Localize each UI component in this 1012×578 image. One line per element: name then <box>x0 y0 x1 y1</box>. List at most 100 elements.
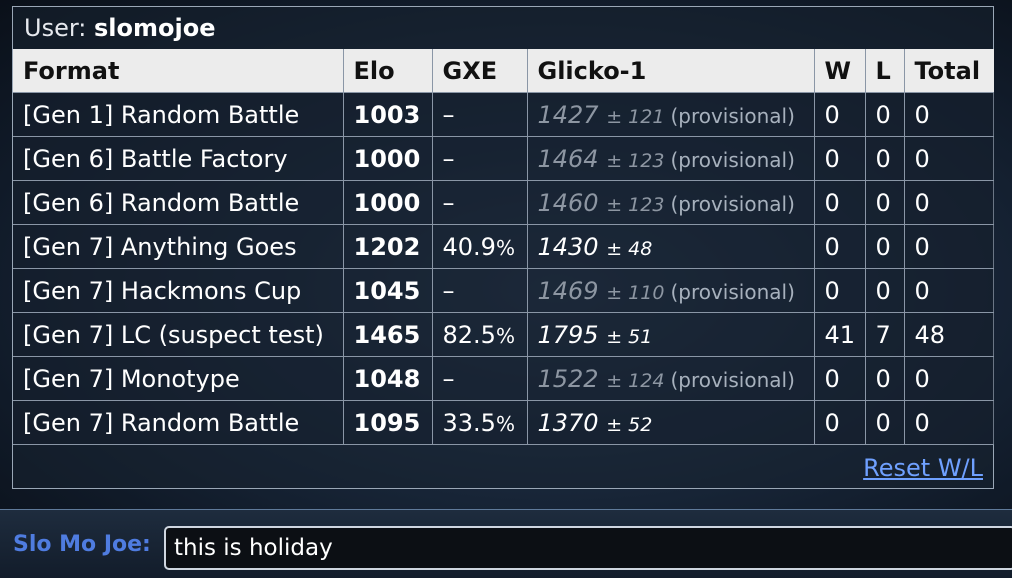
gxe-cell: 40.9% <box>431 224 528 269</box>
format-cell: [Gen 7] Hackmons Cup <box>13 268 344 313</box>
table-row: [Gen 6] Battle Factory 1000 – 1464 ± 123… <box>13 136 994 181</box>
ladder-panel: User: slomojoe Format Elo GXE Glicko-1 W… <box>12 6 994 489</box>
chat-username: Slo Mo Joe: <box>13 532 151 557</box>
wins-cell: 0 <box>813 224 866 269</box>
gxe-percent: % <box>495 235 515 260</box>
total-cell: 0 <box>903 92 994 137</box>
losses-cell: 0 <box>864 92 905 137</box>
losses-cell: 7 <box>864 312 905 357</box>
provisional-label: (provisional) <box>670 367 795 392</box>
total-cell: 0 <box>903 136 994 181</box>
glicko-rating: 1370 <box>537 408 599 437</box>
table-row: [Gen 1] Random Battle 1003 – 1427 ± 121(… <box>13 92 994 137</box>
gxe-value: 40.9 <box>442 232 496 261</box>
gxe-cell: – <box>431 136 528 181</box>
provisional-label: (provisional) <box>670 147 795 172</box>
gxe-percent: % <box>495 323 515 348</box>
total-cell: 0 <box>903 356 994 401</box>
table-row: [Gen 7] Random Battle 1095 33.5% 1370 ± … <box>13 400 994 445</box>
elo-cell: 1003 <box>342 92 433 137</box>
glicko-deviation: ± 51 <box>606 325 653 348</box>
total-cell: 0 <box>903 180 994 225</box>
glicko-deviation: ± 48 <box>606 237 653 260</box>
gxe-cell: – <box>431 356 528 401</box>
gxe-cell: – <box>431 92 528 137</box>
gxe-cell: 82.5% <box>431 312 528 357</box>
gxe-cell: – <box>431 268 528 313</box>
glicko-cell: 1464 ± 123 (provisional) <box>526 136 815 181</box>
reset-row: Reset W/L <box>863 454 983 482</box>
elo-cell: 1000 <box>342 180 433 225</box>
elo-cell: 1045 <box>342 268 433 313</box>
glicko-rating: 1469 <box>537 276 599 305</box>
gxe-value: – <box>442 364 455 393</box>
gxe-value: – <box>442 144 455 173</box>
wins-cell: 0 <box>813 400 866 445</box>
gxe-cell: – <box>431 180 528 225</box>
glicko-rating: 1464 <box>537 144 599 173</box>
user-label: User: <box>24 14 87 42</box>
glicko-deviation: ± 121 <box>606 105 665 128</box>
glicko-cell: 1460 ± 123 (provisional) <box>526 180 815 225</box>
glicko-deviation: ± 110 <box>606 281 665 304</box>
glicko-rating: 1427 <box>537 100 599 129</box>
wins-cell: 0 <box>813 180 866 225</box>
format-cell: [Gen 7] Monotype <box>13 356 344 401</box>
total-cell: 0 <box>903 268 994 313</box>
elo-cell: 1095 <box>342 400 433 445</box>
gxe-value: 82.5 <box>442 320 496 349</box>
total-cell: 0 <box>903 224 994 269</box>
header-glicko: Glicko-1 <box>526 49 815 93</box>
glicko-cell: 1430 ± 48 <box>526 224 815 269</box>
header-total: Total <box>903 49 994 93</box>
losses-cell: 0 <box>864 356 905 401</box>
table-row: [Gen 7] LC (suspect test) 1465 82.5% 179… <box>13 312 994 357</box>
provisional-label: (provisional) <box>670 279 795 304</box>
table-row: [Gen 6] Random Battle 1000 – 1460 ± 123(… <box>13 180 994 225</box>
username: slomojoe <box>94 14 216 42</box>
wins-cell: 0 <box>813 268 866 313</box>
glicko-cell: 1370 ± 52 <box>526 400 815 445</box>
table-header-row: Format Elo GXE Glicko-1 W L Total <box>13 49 994 93</box>
glicko-rating: 1460 <box>537 188 599 217</box>
gxe-value: – <box>442 188 455 217</box>
glicko-cell: 1795 ± 51 <box>526 312 815 357</box>
format-cell: [Gen 6] Battle Factory <box>13 136 344 181</box>
losses-cell: 0 <box>864 400 905 445</box>
gxe-value: 33.5 <box>442 408 496 437</box>
table-row: [Gen 7] Anything Goes 1202 40.9% 1430 ± … <box>13 224 994 269</box>
wins-cell: 0 <box>813 92 866 137</box>
glicko-deviation: ± 123 <box>606 193 665 216</box>
format-cell: [Gen 7] Anything Goes <box>13 224 344 269</box>
gxe-percent: % <box>495 411 515 436</box>
user-heading: User: slomojoe <box>13 7 993 49</box>
reset-wl-link[interactable]: Reset W/L <box>863 454 983 482</box>
header-gxe: GXE <box>431 49 528 93</box>
elo-cell: 1202 <box>342 224 433 269</box>
ratings-table: Format Elo GXE Glicko-1 W L Total [Gen 1… <box>13 49 994 445</box>
elo-cell: 1048 <box>342 356 433 401</box>
losses-cell: 0 <box>864 268 905 313</box>
glicko-cell: 1427 ± 121 (provisional) <box>526 92 815 137</box>
elo-cell: 1465 <box>342 312 433 357</box>
provisional-label: (provisional) <box>670 103 795 128</box>
header-wins: W <box>813 49 866 93</box>
glicko-deviation: ± 123 <box>606 149 665 172</box>
header-format: Format <box>13 49 344 93</box>
glicko-cell: 1469 ± 110 (provisional) <box>526 268 815 313</box>
elo-cell: 1000 <box>342 136 433 181</box>
format-cell: [Gen 6] Random Battle <box>13 180 344 225</box>
total-cell: 0 <box>903 400 994 445</box>
glicko-rating: 1522 <box>537 364 599 393</box>
table-row: [Gen 7] Monotype 1048 – 1522 ± 124 (provi… <box>13 356 994 401</box>
glicko-deviation: ± 52 <box>606 413 653 436</box>
gxe-value: – <box>442 276 455 305</box>
format-cell: [Gen 1] Random Battle <box>13 92 344 137</box>
losses-cell: 0 <box>864 180 905 225</box>
provisional-label: (provisional) <box>670 191 795 216</box>
losses-cell: 0 <box>864 224 905 269</box>
wins-cell: 0 <box>813 356 866 401</box>
gxe-cell: 33.5% <box>431 400 528 445</box>
chat-message-input[interactable] <box>164 526 1012 570</box>
format-cell: [Gen 7] Random Battle <box>13 400 344 445</box>
